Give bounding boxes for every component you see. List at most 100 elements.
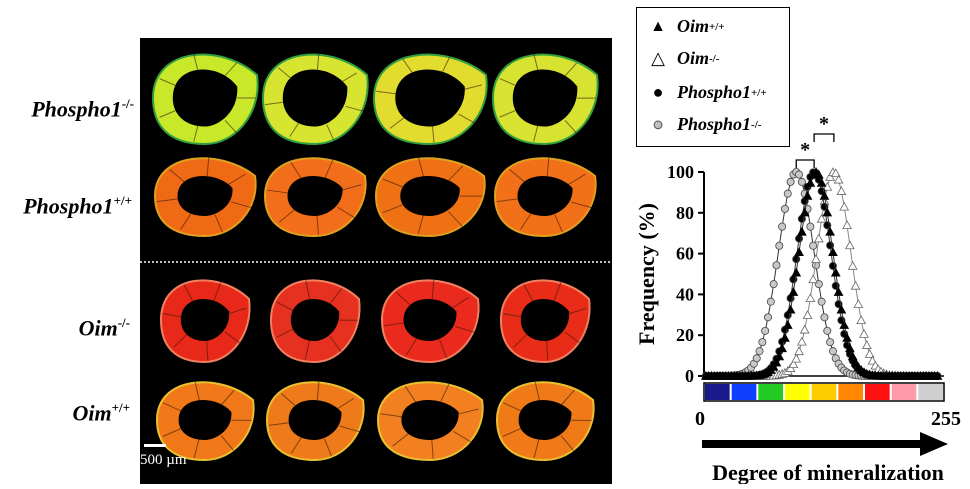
data-point xyxy=(795,171,802,178)
data-point xyxy=(776,242,783,249)
filled-circle-icon: ● xyxy=(647,82,669,103)
bone-section-r2-c1 xyxy=(155,157,256,236)
data-point xyxy=(846,241,854,249)
data-point xyxy=(824,327,831,334)
color-scale-segment xyxy=(705,384,730,400)
series-phospho1- xyxy=(702,168,941,379)
data-point xyxy=(821,314,828,321)
bone-section-r3-c1 xyxy=(161,280,250,362)
color-scale-segment xyxy=(758,384,783,400)
y-tick-label: 100 xyxy=(667,162,694,182)
data-point xyxy=(795,248,803,256)
data-point xyxy=(827,339,834,346)
bone-section-r4-c2 xyxy=(267,381,364,460)
data-point xyxy=(773,262,780,269)
data-point xyxy=(767,298,774,305)
data-point xyxy=(815,234,823,242)
arrow-head-icon xyxy=(920,432,948,456)
color-scale-segment xyxy=(892,384,917,400)
bone-images xyxy=(140,38,612,484)
significance-bracket: * xyxy=(814,113,834,142)
data-point xyxy=(857,316,865,324)
row-label-oim-ko: Oim-/- xyxy=(0,315,130,341)
color-scale-segment xyxy=(732,384,757,400)
data-point xyxy=(843,221,851,229)
data-point xyxy=(803,311,811,319)
bone-section-r1-c1 xyxy=(153,54,258,144)
series-phospho1- xyxy=(702,169,941,380)
data-point xyxy=(818,298,825,305)
data-point xyxy=(753,355,760,362)
data-point xyxy=(806,294,814,302)
filled-triangle-icon: ▲ xyxy=(647,18,669,36)
data-point xyxy=(860,330,868,338)
data-point xyxy=(781,205,788,212)
data-point xyxy=(801,326,809,334)
x-tick-label-min: 0 xyxy=(695,408,705,430)
mineralization-histogram: 0 20 40 60 80 100 Frequency (%) * * 0 255 Degree of… xyxy=(626,110,970,484)
data-point xyxy=(798,338,806,346)
y-axis-label: Frequency (%) xyxy=(634,203,659,345)
data-point xyxy=(764,314,771,321)
data-point xyxy=(851,282,859,290)
data-point xyxy=(798,228,806,236)
legend-item-phospho1-wt: ● Phospho1+/+ xyxy=(647,82,767,103)
open-triangle-icon: △ xyxy=(647,48,669,69)
data-point xyxy=(792,269,800,277)
data-point xyxy=(786,306,794,314)
bone-section-r2-c2 xyxy=(265,158,366,236)
bone-section-r3-c3 xyxy=(382,279,479,362)
color-scale-segment xyxy=(785,384,810,400)
series-oim- xyxy=(702,168,942,380)
data-point xyxy=(789,288,797,296)
significance-label: * xyxy=(819,113,829,135)
data-point xyxy=(837,187,845,195)
x-axis-label: Degree of mineralization xyxy=(712,460,944,484)
y-tick-label: 20 xyxy=(676,325,694,345)
data-point xyxy=(792,355,800,363)
y-tick-label: 60 xyxy=(676,244,694,264)
y-tick-label: 40 xyxy=(676,284,694,304)
row-label-oim-wt: Oim+/+ xyxy=(0,400,130,426)
data-point xyxy=(770,281,777,288)
bone-section-r2-c3 xyxy=(376,158,485,236)
data-point xyxy=(781,334,789,342)
data-point xyxy=(812,255,820,263)
data-point xyxy=(810,242,817,249)
data-point xyxy=(756,348,763,355)
bone-cross-section-panel: 500 µm xyxy=(140,38,612,484)
data-point xyxy=(840,203,848,211)
data-point xyxy=(863,341,871,349)
data-point xyxy=(787,178,794,185)
bone-section-r3-c2 xyxy=(271,280,360,362)
bone-section-r2-c4 xyxy=(495,157,596,236)
significance-label: * xyxy=(800,139,810,161)
y-tick-label: 80 xyxy=(676,203,694,223)
data-point xyxy=(784,321,792,329)
color-scale-segment xyxy=(838,384,863,400)
y-tick-label: 0 xyxy=(685,366,694,386)
color-scale-segment xyxy=(812,384,837,400)
data-point xyxy=(779,223,786,230)
data-point xyxy=(759,339,766,346)
row-label-phospho1-wt: Phospho1+/+ xyxy=(2,193,132,219)
x-tick-label-max: 255 xyxy=(931,408,961,430)
data-point xyxy=(806,179,814,187)
scale-bar xyxy=(144,444,166,447)
bone-section-r1-c2 xyxy=(263,54,368,144)
legend-item-oim-ko: △ Oim-/- xyxy=(647,48,719,69)
legend-item-oim-wt: ▲ Oim+/+ xyxy=(647,16,725,37)
bone-section-r4-c3 xyxy=(378,382,483,460)
row-label-phospho1-ko: Phospho1-/- xyxy=(4,96,134,122)
bone-section-r4-c4 xyxy=(497,382,594,460)
data-point xyxy=(807,223,814,230)
bone-section-r1-c3 xyxy=(374,55,487,144)
data-point xyxy=(762,327,769,334)
color-scale-segment xyxy=(918,384,943,400)
data-point xyxy=(829,348,836,355)
data-point xyxy=(784,190,791,197)
bone-section-r4-c1 xyxy=(157,382,254,460)
bone-section-r3-c4 xyxy=(501,280,590,362)
data-point xyxy=(795,347,803,355)
color-scale-segment xyxy=(865,384,890,400)
